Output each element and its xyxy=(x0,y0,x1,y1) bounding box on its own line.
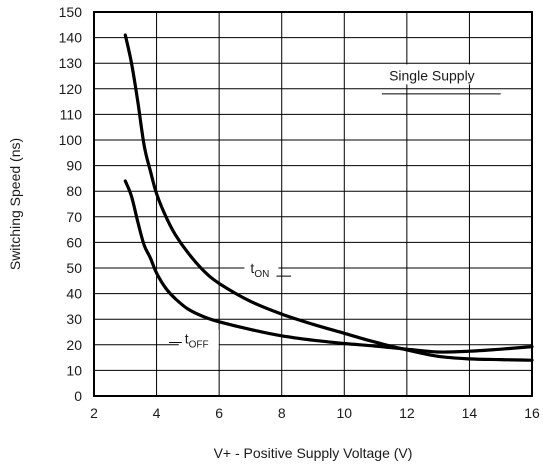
y-tick-label: 10 xyxy=(66,362,82,378)
toff-series-label: tOFF xyxy=(185,331,209,351)
y-tick-label: 120 xyxy=(59,81,83,97)
x-tick-label: 12 xyxy=(399,405,415,421)
y-axis-title: Switching Speed (ns) xyxy=(7,138,23,270)
x-tick-label: 4 xyxy=(153,405,161,421)
toff-label-subscript: OFF xyxy=(189,340,209,351)
ton-label-subscript: ON xyxy=(254,269,269,280)
y-tick-label: 40 xyxy=(66,286,82,302)
y-tick-label: 90 xyxy=(66,158,82,174)
single-supply-annotation: Single Supply xyxy=(389,67,475,83)
y-tick-label: 0 xyxy=(74,388,82,404)
y-tick-label: 140 xyxy=(59,30,83,46)
x-tick-label: 2 xyxy=(90,405,98,421)
y-tick-label: 60 xyxy=(66,234,82,250)
x-tick-label: 6 xyxy=(215,405,223,421)
toff-label-main: t xyxy=(185,331,189,347)
x-tick-label: 14 xyxy=(462,405,478,421)
toff-curve xyxy=(123,179,534,354)
toff-label-background xyxy=(178,329,219,350)
ton-label-background xyxy=(244,259,279,280)
y-tick-labels: 0 10 20 30 40 50 60 70 80 90 100 110 120 130 140 150 xyxy=(59,4,83,404)
x-tick-label: 10 xyxy=(336,405,352,421)
ton-label-main: t xyxy=(250,260,254,276)
x-tick-label: 8 xyxy=(278,405,286,421)
y-tick-label: 80 xyxy=(66,183,82,199)
annotation-background xyxy=(371,64,496,85)
x-tick-labels: 2 4 6 8 10 12 14 16 xyxy=(90,405,540,421)
y-tick-label: 130 xyxy=(59,55,83,71)
data-series xyxy=(123,33,534,362)
plot-frame xyxy=(93,11,533,397)
ton-curve xyxy=(123,33,534,362)
x-axis-title: V+ - Positive Supply Voltage (V) xyxy=(214,445,413,461)
x-tick-label: 16 xyxy=(524,405,540,421)
ton-series-label: tON xyxy=(250,260,269,280)
y-tick-label: 20 xyxy=(66,337,82,353)
y-tick-label: 150 xyxy=(59,4,83,20)
y-tick-label: 70 xyxy=(66,209,82,225)
y-tick-label: 100 xyxy=(59,132,83,148)
y-tick-label: 30 xyxy=(66,311,82,327)
y-tick-label: 50 xyxy=(66,260,82,276)
y-tick-label: 110 xyxy=(60,106,83,122)
